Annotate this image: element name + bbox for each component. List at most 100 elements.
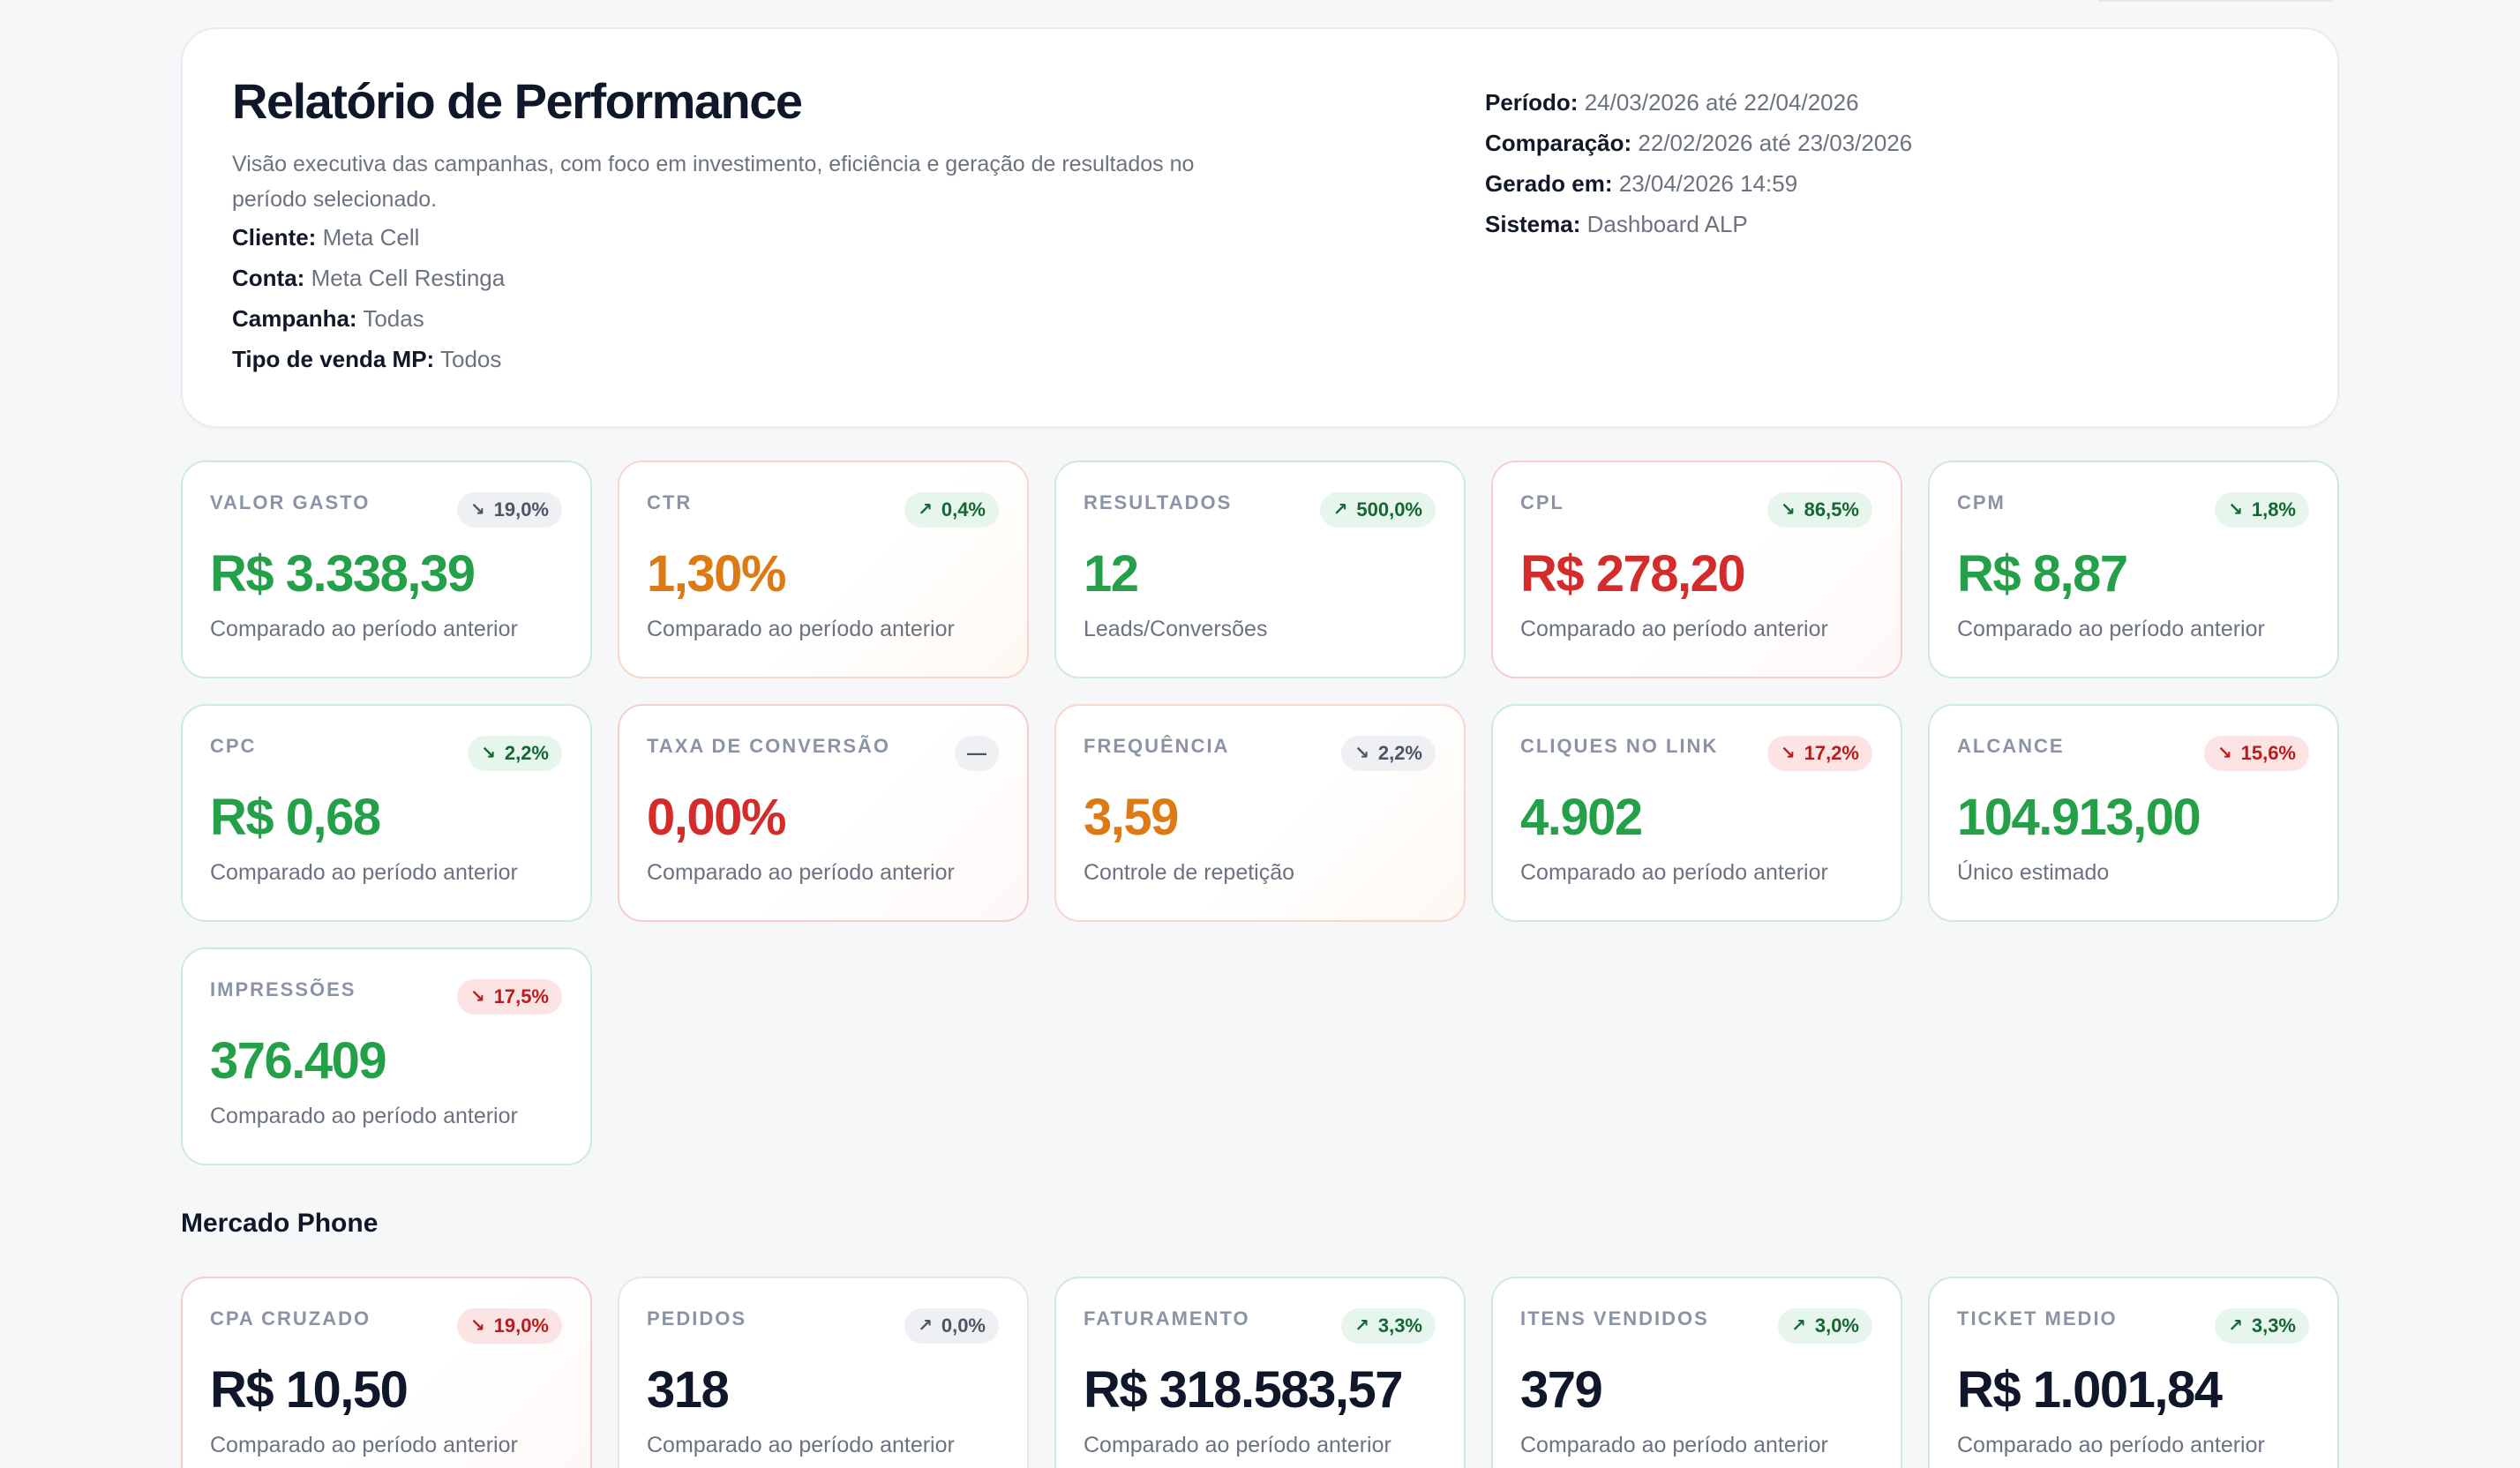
- change-badge: —: [955, 736, 999, 771]
- metric-subtitle: Comparado ao período anterior: [1957, 1433, 2265, 1457]
- report-description: Visão executiva das campanhas, com foco …: [232, 151, 1195, 212]
- change-value: 19,0%: [493, 1314, 549, 1337]
- meta-campaign-label: Campanha:: [232, 304, 357, 332]
- change-value: 3,3%: [2251, 1314, 2296, 1337]
- metric-label: CPC: [210, 735, 257, 757]
- meta-sale-type-value: Todos: [439, 345, 502, 372]
- metric-card-cpl: CPL ↘ 86,5% R$ 278,20 Comparado ao perío…: [1491, 461, 1902, 678]
- change-badge: ↘ 17,5%: [456, 979, 562, 1015]
- metric-value: R$ 3.338,39: [210, 545, 476, 603]
- metric-value: 12: [1084, 545, 1139, 603]
- metric-subtitle: Comparado ao período anterior: [210, 1104, 518, 1128]
- metric-value: R$ 8,87: [1957, 545, 2128, 603]
- trend-down-icon: ↘: [469, 987, 485, 1007]
- change-badge: ↘ 2,2%: [1341, 736, 1436, 771]
- change-value: 500,0%: [1356, 498, 1422, 521]
- metric-value: 4.902: [1520, 789, 1643, 846]
- metric-value: 1,30%: [647, 545, 786, 603]
- metric-label: TAXA DE CONVERSÃO: [647, 735, 891, 757]
- top-tab-edge: [2098, 0, 2333, 2]
- metric-value: 0,00%: [647, 789, 786, 846]
- metric-label: CTR: [647, 491, 693, 513]
- metric-value: R$ 0,68: [210, 789, 381, 846]
- meta-system: Sistema: Dashboard ALP: [1485, 204, 1912, 244]
- metric-label: ALCANCE: [1957, 735, 2065, 757]
- trend-down-icon: ↘: [469, 1316, 485, 1336]
- trend-up-icon: ↗: [1332, 500, 1348, 520]
- change-badge: ↘ 19,0%: [456, 492, 562, 528]
- metric-subtitle: Comparado ao período anterior: [210, 860, 518, 885]
- meta-system-value: Dashboard ALP: [1586, 211, 1748, 237]
- metric-value: 379: [1520, 1361, 1603, 1419]
- metric-subtitle: Comparado ao período anterior: [1957, 617, 2265, 641]
- metric-subtitle: Comparado ao período anterior: [1520, 1433, 1828, 1457]
- metric-label: CLIQUES NO LINK: [1520, 735, 1719, 757]
- change-badge: ↗ 500,0%: [1319, 492, 1436, 528]
- metric-subtitle: Controle de repetição: [1084, 860, 1295, 885]
- trend-down-icon: ↘: [1354, 744, 1369, 763]
- metric-label: FREQUÊNCIA: [1084, 735, 1230, 757]
- change-badge: ↗ 0,0%: [904, 1308, 999, 1344]
- metric-value: 318: [647, 1361, 730, 1419]
- metric-card-ctr: CTR ↗ 0,4% 1,30% Comparado ao período an…: [618, 461, 1029, 678]
- mercado-phone-grid: CPA CRUZADO ↘ 19,0% R$ 10,50 Comparado a…: [181, 1277, 2339, 1468]
- change-value: 0,0%: [941, 1314, 986, 1337]
- metric-card-impressoes: IMPRESSÕES ↘ 17,5% 376.409 Comparado ao …: [181, 947, 592, 1165]
- change-value: 15,6%: [2240, 742, 2296, 764]
- meta-campaign: Campanha: Todas: [232, 298, 1273, 339]
- change-badge: ↗ 3,3%: [2215, 1308, 2309, 1344]
- metric-subtitle: Único estimado: [1957, 860, 2110, 885]
- meta-account-label: Conta:: [232, 264, 305, 291]
- metric-value: R$ 1.001,84: [1957, 1361, 2223, 1419]
- change-badge: ↗ 0,4%: [904, 492, 999, 528]
- page-title: Relatório de Performance: [232, 73, 803, 129]
- metric-label: CPM: [1957, 491, 2006, 513]
- meta-account: Conta: Meta Cell Restinga: [232, 258, 1273, 298]
- change-badge: ↘ 17,2%: [1766, 736, 1872, 771]
- trend-up-icon: ↗: [1354, 1316, 1369, 1336]
- metric-card-cpm: CPM ↘ 1,8% R$ 8,87 Comparado ao período …: [1928, 461, 2339, 678]
- meta-period-value: 24/03/2026 até 22/04/2026: [1584, 89, 1859, 116]
- change-badge: ↘ 19,0%: [456, 1308, 562, 1344]
- meta-period: Período: 24/03/2026 até 22/04/2026: [1485, 82, 1912, 123]
- report-header-left: Relatório de Performance Visão executiva…: [232, 70, 1273, 379]
- trend-down-icon: ↘: [1780, 500, 1796, 520]
- meta-client: Cliente: Meta Cell: [232, 217, 1273, 258]
- trend-up-icon: ↗: [1791, 1316, 1806, 1336]
- metric-subtitle: Comparado ao período anterior: [1520, 860, 1828, 885]
- change-badge: ↘ 2,2%: [468, 736, 562, 771]
- meta-client-value: Meta Cell: [322, 223, 420, 251]
- meta-client-label: Cliente:: [232, 223, 317, 251]
- meta-system-label: Sistema:: [1485, 211, 1581, 237]
- change-value: 2,2%: [504, 742, 549, 764]
- meta-sale-type: Tipo de venda MP: Todos: [232, 339, 1273, 379]
- trend-down-icon: ↘: [1780, 744, 1796, 763]
- meta-comparison-label: Comparação:: [1485, 130, 1632, 156]
- change-badge: ↗ 3,3%: [1341, 1308, 1436, 1344]
- meta-sale-type-label: Tipo de venda MP:: [232, 345, 435, 372]
- metric-value: R$ 10,50: [210, 1361, 409, 1419]
- meta-generated-label: Gerado em:: [1485, 170, 1613, 197]
- metric-card-frequencia: FREQUÊNCIA ↘ 2,2% 3,59 Controle de repet…: [1054, 704, 1466, 922]
- change-value: 2,2%: [1377, 742, 1422, 764]
- trend-up-icon: ↗: [2228, 1316, 2243, 1336]
- metric-card-cliques-link: CLIQUES NO LINK ↘ 17,2% 4.902 Comparado …: [1491, 704, 1902, 922]
- metric-subtitle: Leads/Conversões: [1084, 617, 1268, 641]
- metric-card-alcance: ALCANCE ↘ 15,6% 104.913,00 Único estimad…: [1928, 704, 2339, 922]
- metric-card-resultados: RESULTADOS ↗ 500,0% 12 Leads/Conversões: [1054, 461, 1466, 678]
- metric-label: ITENS VENDIDOS: [1520, 1307, 1709, 1329]
- metric-value: 104.913,00: [1957, 789, 2201, 846]
- metric-label: VALOR GASTO: [210, 491, 371, 513]
- metric-subtitle: Comparado ao período anterior: [1520, 617, 1828, 641]
- section-title-mercado-phone: Mercado Phone: [181, 1209, 379, 1238]
- trend-down-icon: ↘: [469, 500, 485, 520]
- metric-subtitle: Comparado ao período anterior: [647, 1433, 955, 1457]
- meta-comparison-value: 22/02/2026 até 23/03/2026: [1638, 130, 1913, 156]
- change-value: 3,0%: [1814, 1314, 1859, 1337]
- meta-period-label: Período:: [1485, 89, 1579, 116]
- metric-subtitle: Comparado ao período anterior: [1084, 1433, 1391, 1457]
- metric-label: RESULTADOS: [1084, 491, 1233, 513]
- meta-generated: Gerado em: 23/04/2026 14:59: [1485, 163, 1912, 204]
- metric-value: 3,59: [1084, 789, 1179, 846]
- metric-card-cpa-cruzado: CPA CRUZADO ↘ 19,0% R$ 10,50 Comparado a…: [181, 1277, 592, 1468]
